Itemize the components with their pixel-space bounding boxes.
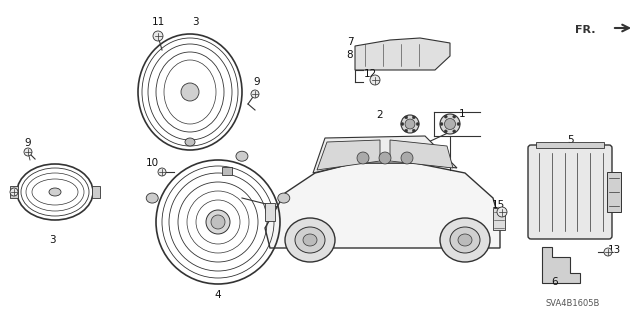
Circle shape (412, 116, 415, 119)
Circle shape (211, 215, 225, 229)
Polygon shape (265, 163, 500, 248)
Circle shape (401, 115, 419, 133)
Circle shape (158, 168, 166, 176)
Polygon shape (313, 136, 457, 173)
Ellipse shape (236, 151, 248, 161)
Text: 9: 9 (253, 77, 260, 87)
Bar (265, 203, 275, 221)
Ellipse shape (185, 138, 195, 146)
Polygon shape (317, 140, 380, 170)
Bar (92, 186, 100, 198)
Text: 11: 11 (152, 17, 164, 27)
Circle shape (401, 122, 404, 125)
Circle shape (379, 152, 391, 164)
Ellipse shape (450, 227, 480, 253)
Circle shape (416, 122, 419, 125)
Ellipse shape (295, 227, 325, 253)
Circle shape (445, 118, 456, 130)
Circle shape (401, 152, 413, 164)
Ellipse shape (285, 218, 335, 262)
Circle shape (440, 122, 443, 125)
Circle shape (10, 188, 18, 196)
Ellipse shape (278, 193, 290, 203)
Text: 15: 15 (492, 200, 504, 210)
Polygon shape (355, 38, 450, 70)
Bar (536, 142, 604, 148)
Ellipse shape (440, 218, 490, 262)
Polygon shape (542, 247, 580, 283)
Text: 3: 3 (49, 235, 55, 245)
Circle shape (452, 115, 456, 118)
Bar (10, 186, 18, 198)
Circle shape (497, 207, 507, 217)
Text: 6: 6 (552, 277, 558, 287)
Circle shape (444, 115, 447, 118)
Text: 9: 9 (25, 138, 31, 148)
Text: 10: 10 (145, 158, 159, 168)
Circle shape (24, 148, 32, 156)
Ellipse shape (458, 234, 472, 246)
Circle shape (404, 129, 408, 132)
Circle shape (153, 31, 163, 41)
Circle shape (206, 210, 230, 234)
Circle shape (404, 116, 408, 119)
Bar (493, 208, 505, 230)
Circle shape (452, 130, 456, 133)
Bar (607, 172, 621, 212)
Text: 5: 5 (566, 135, 573, 145)
Circle shape (444, 130, 447, 133)
Circle shape (370, 75, 380, 85)
Polygon shape (390, 140, 453, 168)
Text: 13: 13 (607, 245, 621, 255)
Circle shape (604, 248, 612, 256)
Text: 3: 3 (192, 17, 198, 27)
Bar (222, 167, 232, 175)
Text: 7: 7 (347, 37, 353, 47)
Ellipse shape (49, 188, 61, 196)
Circle shape (405, 119, 415, 129)
Ellipse shape (146, 193, 158, 203)
Text: 1: 1 (459, 109, 465, 119)
Text: FR.: FR. (575, 25, 596, 35)
Circle shape (357, 152, 369, 164)
FancyBboxPatch shape (528, 145, 612, 239)
Text: 4: 4 (214, 290, 221, 300)
Circle shape (440, 114, 460, 134)
Circle shape (457, 122, 460, 125)
Circle shape (412, 129, 415, 132)
Text: 12: 12 (364, 69, 376, 79)
Text: 2: 2 (377, 110, 383, 120)
Text: SVA4B1605B: SVA4B1605B (546, 299, 600, 308)
Ellipse shape (181, 83, 199, 101)
Ellipse shape (303, 234, 317, 246)
Circle shape (251, 90, 259, 98)
Text: 8: 8 (347, 50, 353, 60)
